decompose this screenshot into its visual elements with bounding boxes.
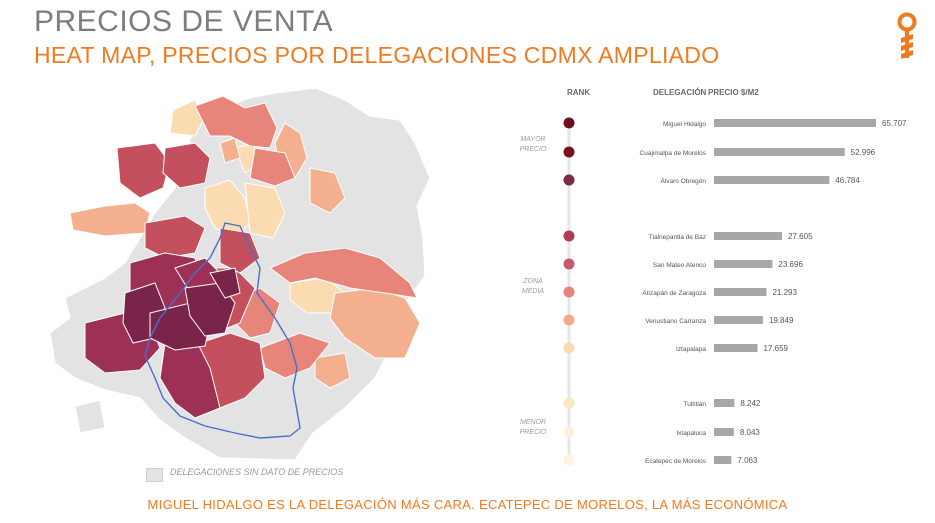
group-label: ZONA — [522, 278, 543, 285]
group-label: PRECIO — [520, 146, 547, 153]
header-delegation: DELEGACIÓN — [653, 88, 707, 97]
rank-dot — [563, 258, 575, 270]
region-dark — [84, 252, 226, 419]
region-salmon — [194, 95, 418, 379]
ranking-row: San Mateo Atenco 23.696 — [563, 258, 803, 270]
price-bar — [714, 399, 735, 407]
price-value-label: 46.784 — [835, 176, 860, 185]
legend-label-no-data: DELEGACIONES SIN DATO DE PRECIOS — [170, 467, 344, 477]
delegation-label: Atizapán de Zaragoza — [642, 290, 706, 297]
price-value-label: 23.696 — [778, 260, 803, 269]
ranking-row: Venustiano Carranza 19.849 — [563, 314, 794, 326]
ranking-row: Tlalnepantla de Baz 27.605 — [563, 230, 813, 242]
group-label: MEDIA — [522, 288, 545, 295]
rank-dot — [563, 314, 575, 326]
cdmx-boundary — [144, 222, 301, 439]
price-bar — [714, 176, 830, 184]
delegation-label: Ixtapaluca — [676, 430, 706, 437]
rank-dot — [563, 286, 575, 298]
price-value-label: 52.996 — [851, 148, 876, 157]
price-value-label: 17.659 — [764, 344, 789, 353]
rank-dot — [563, 230, 575, 242]
price-value-label: 7.063 — [737, 456, 758, 465]
group-label: MAYOR — [520, 136, 545, 143]
ranking-row: Álvaro Obregón 46.784 — [563, 174, 860, 186]
price-value-label: 19.849 — [769, 316, 794, 325]
ranking-row: Atizapán de Zaragoza 21.293 — [563, 286, 798, 298]
rank-dot — [563, 342, 575, 354]
group-labels: MAYOR PRECIO ZONA MEDIA MENOR PRECIO — [520, 136, 547, 436]
region-darkest — [122, 267, 241, 351]
ranking-row: Ecatepec de Morelos 7.063 — [563, 454, 758, 466]
rank-dot — [563, 426, 575, 438]
delegation-label: Álvaro Obregón — [660, 176, 706, 185]
footer-note: MIGUEL HIDALGO ES LA DELEGACIÓN MÁS CARA… — [147, 497, 788, 512]
delegation-label: Ecatepec de Morelos — [645, 458, 707, 465]
delegation-label: Tultitlán — [683, 401, 706, 408]
delegation-label: Iztapalapa — [676, 346, 706, 353]
price-bar — [714, 344, 758, 352]
rank-dot — [563, 146, 575, 158]
legend-swatch-no-data — [146, 468, 163, 482]
ranking-row: Tultitlán 8.242 — [563, 397, 761, 409]
ranking-row: Cuajimalpa de Morelos 52.996 — [563, 146, 876, 158]
rank-dot — [563, 454, 575, 466]
price-value-label: 27.605 — [788, 232, 813, 241]
ranking-row: Ixtapaluca 8.043 — [563, 426, 761, 438]
rank-dot — [563, 117, 575, 129]
price-bar — [714, 148, 845, 156]
price-value-label: 8.043 — [740, 428, 761, 437]
price-bar — [714, 456, 732, 464]
group-label: PRECIO — [520, 429, 547, 436]
header-rank: RANK — [567, 88, 590, 97]
delegation-label: Venustiano Carranza — [645, 318, 706, 325]
ranking-rows: Miguel Hidalgo 65.707 Cuajimalpa de Morelo… — [563, 117, 907, 466]
price-bar — [714, 316, 763, 324]
price-bar — [714, 288, 767, 296]
price-value-label: 21.293 — [772, 288, 797, 297]
key-pin-icon — [897, 12, 917, 59]
price-bar — [714, 232, 783, 240]
header-price: PRECIO $/M2 — [708, 88, 759, 97]
delegation-label: Miguel Hidalgo — [663, 121, 706, 128]
region-peach — [69, 122, 421, 389]
price-bar — [714, 119, 876, 127]
region-light — [169, 99, 346, 314]
delegation-label: San Mateo Atenco — [653, 262, 707, 269]
rank-dot — [563, 174, 575, 186]
price-value-label: 65.707 — [882, 119, 907, 128]
page-title: PRECIOS DE VENTA — [34, 5, 334, 38]
delegation-label: Cuajimalpa de Morelos — [640, 150, 707, 157]
price-bar — [714, 260, 773, 268]
price-bar — [714, 428, 734, 436]
ranking-row: Iztapalapa 17.659 — [563, 342, 789, 354]
rank-dot — [563, 397, 575, 409]
ranking-row: Miguel Hidalgo 65.707 — [563, 117, 907, 129]
page-subtitle: HEAT MAP, PRECIOS POR DELEGACIONES CDMX … — [34, 42, 720, 68]
price-value-label: 8.242 — [740, 399, 761, 408]
group-label: MENOR — [520, 419, 546, 426]
heat-map — [49, 88, 430, 460]
delegation-label: Tlalnepantla de Baz — [649, 234, 706, 241]
